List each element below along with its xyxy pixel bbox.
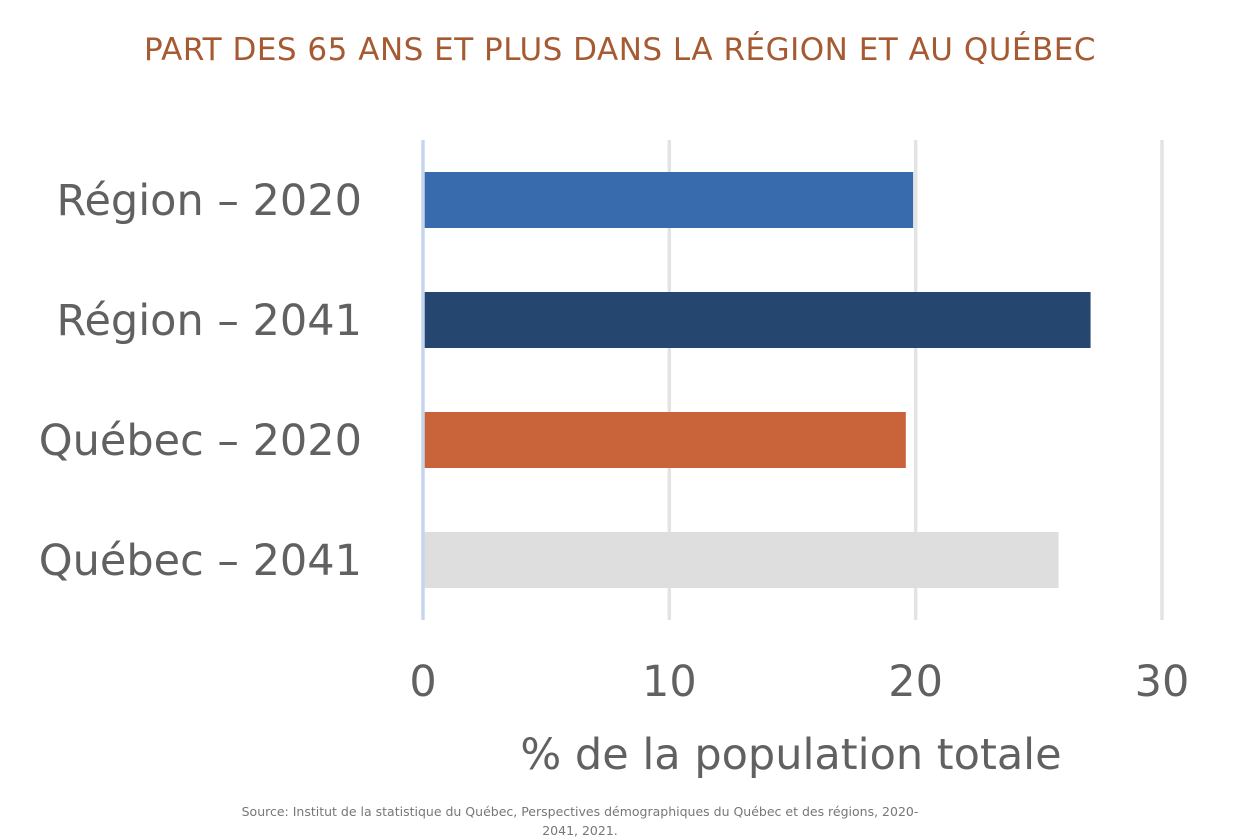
- category-label-0: Région – 2020: [57, 176, 362, 226]
- x-tick-label-10: 10: [642, 657, 697, 707]
- bar-chart: 0 10 20 30 Région – 2020 Région – 2041 Québec…: [39, 140, 1189, 780]
- bar-2: [424, 412, 906, 468]
- bars: [424, 172, 1091, 588]
- source-note: Source: Institut de la statistique du Qu…: [241, 804, 919, 838]
- bar-0: [424, 172, 914, 228]
- category-labels: Région – 2020 Région – 2041 Québec – 2020 Q…: [39, 176, 362, 586]
- category-label-1: Région – 2041: [57, 296, 362, 346]
- chart-title: PART DES 65 ANS ET PLUS DANS LA RÉGION E…: [143, 32, 1097, 68]
- x-tick-label-30: 30: [1135, 657, 1190, 707]
- category-label-2: Québec – 2020: [39, 416, 362, 466]
- value-axis: 0 10 20 30: [409, 140, 1189, 707]
- bar-3: [424, 532, 1059, 588]
- category-label-3: Québec – 2041: [39, 536, 362, 586]
- bar-1: [424, 292, 1091, 348]
- x-axis-title: % de la population totale: [520, 730, 1061, 780]
- x-tick-label-0: 0: [409, 657, 436, 707]
- x-tick-label-20: 20: [888, 657, 943, 707]
